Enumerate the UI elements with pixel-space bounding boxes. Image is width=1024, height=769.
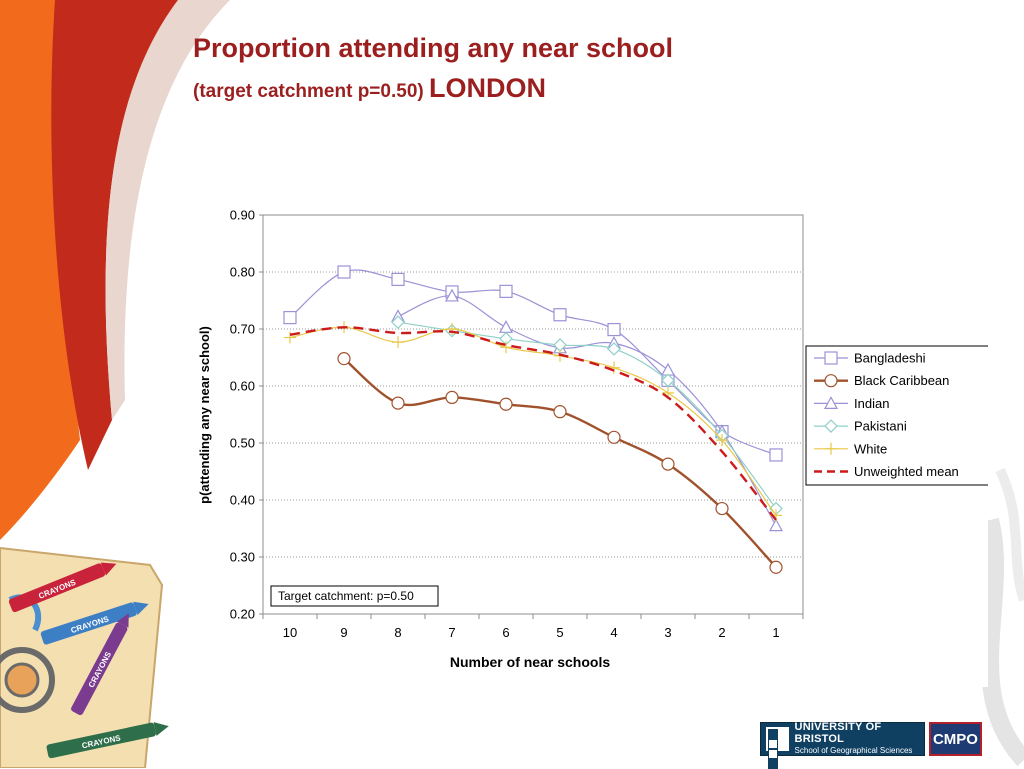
data-point-bangladeshi [499, 284, 513, 298]
x-tick-label: 7 [448, 625, 455, 640]
y-tick-label: 0.30 [230, 550, 255, 565]
annotation-text: Target catchment: p=0.50 [278, 589, 414, 603]
book-drawing [0, 647, 55, 713]
legend-label-indian: Indian [854, 396, 889, 411]
data-point-black-caribbean [715, 501, 729, 516]
plot-area [262, 214, 804, 615]
data-point-indian [444, 288, 460, 302]
legend-label-bangladeshi: Bangladeshi [854, 351, 926, 366]
data-point-black-caribbean [553, 405, 567, 419]
data-point-black-caribbean [337, 352, 351, 366]
legend-marker-white [825, 442, 837, 455]
data-point-white [392, 336, 404, 349]
x-tick-label: 6 [502, 625, 509, 640]
data-point-bangladeshi [553, 308, 567, 322]
data-point-indian [768, 518, 784, 532]
data-point-black-caribbean [445, 390, 459, 404]
y-tick-label: 0.90 [230, 208, 255, 223]
data-point-black-caribbean [661, 457, 675, 471]
data-point-white [500, 341, 512, 354]
legend-marker-indian [823, 396, 839, 409]
university-of-bristol-logo: UNIVERSITY OF BRISTOL School of Geograph… [760, 721, 925, 769]
legend-label-white: White [854, 441, 887, 456]
x-tick-label: 10 [283, 625, 297, 640]
grey-swirl-2 [995, 467, 1024, 602]
legend-marker-bangladeshi [824, 351, 838, 365]
y-tick-label: 0.60 [230, 379, 255, 394]
data-point-black-caribbean [499, 397, 513, 411]
data-point-pakistani [661, 373, 675, 388]
data-point-pakistani [607, 342, 621, 356]
slide-title: Proportion attending any near school [193, 33, 674, 63]
data-point-bangladeshi [769, 448, 783, 462]
x-tick-label: 1 [772, 625, 779, 640]
x-tick-label: 2 [718, 625, 725, 640]
footer-logos: UNIVERSITY OF BRISTOL School of Geograph… [760, 721, 982, 769]
data-point-black-caribbean [769, 560, 783, 574]
legend: Bangladeshi Black Caribbean Indian Pakistan… [805, 345, 988, 486]
x-tick-label: 9 [340, 625, 347, 640]
x-tick-label: 8 [394, 625, 401, 640]
data-point-black-caribbean [607, 430, 621, 444]
x-tick-label: 3 [664, 625, 671, 640]
bristol-name: UNIVERSITY OF BRISTOL [794, 721, 882, 745]
slide-subtitle: (target catchment p=0.50) LONDON [193, 72, 546, 108]
chart-panel: 0.20 0.30 0.40 0.50 0.60 0.70 0.80 0.90 10 9 8 7 6 5 4… [183, 195, 988, 687]
legend-marker-pakistani [824, 419, 838, 433]
grey-swirl [981, 517, 1024, 767]
light-swoosh [105, 0, 230, 420]
x-tick-label: 4 [610, 625, 617, 640]
y-axis-label: p(attending any near school) [197, 326, 212, 504]
data-point-bangladeshi [391, 272, 405, 287]
legend-label-pakistani: Pakistani [854, 419, 907, 434]
data-point-black-caribbean [391, 396, 405, 410]
annotation-box: Target catchment: p=0.50 [270, 585, 439, 607]
data-point-bangladeshi [337, 265, 351, 279]
legend-label-black-caribbean: Black Caribbean [854, 373, 949, 388]
data-point-pakistani [391, 315, 405, 330]
red-swoosh [51, 0, 178, 470]
series-line-unweighted-mean [289, 326, 777, 521]
data-point-white [716, 434, 728, 447]
legend-label-unweighted-mean: Unweighted mean [854, 464, 959, 479]
y-tick-label: 0.80 [230, 265, 255, 280]
crayons-illustration: CRAYONS CRAYONS CRAYONS CRAYONS [0, 546, 169, 768]
subtitle-catchment: (target catchment p=0.50) [193, 81, 424, 102]
bristol-crest-icon [766, 727, 789, 769]
x-axis-label: Number of near schools [450, 654, 610, 670]
line-chart: 0.20 0.30 0.40 0.50 0.60 0.70 0.80 0.90 10 9 8 7 6 5 4… [197, 208, 988, 670]
series-line-white [289, 326, 777, 516]
x-tick-label: 5 [556, 625, 563, 640]
data-point-white [608, 361, 620, 374]
orange-swoosh [0, 0, 200, 540]
subtitle-location: LONDON [429, 73, 546, 103]
y-tick-label: 0.50 [230, 436, 255, 451]
data-point-bangladeshi [607, 322, 621, 337]
coloring-book [0, 546, 164, 768]
y-tick-label: 0.70 [230, 322, 255, 337]
y-tick-label: 0.20 [230, 607, 255, 622]
y-tick-label: 0.40 [230, 493, 255, 508]
legend-marker-black-caribbean [824, 374, 838, 388]
series-line-bangladeshi [289, 269, 777, 456]
data-point-bangladeshi [283, 310, 297, 325]
bristol-school: School of Geographical Sciences [794, 746, 913, 755]
cmpo-logo: CMPO [928, 722, 982, 756]
